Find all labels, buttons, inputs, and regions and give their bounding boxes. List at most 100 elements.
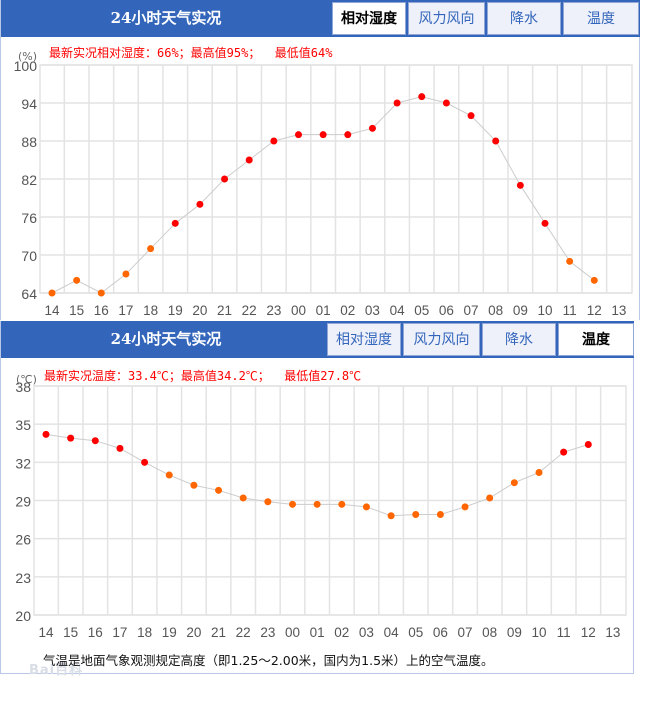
data-point[interactable] bbox=[566, 257, 574, 265]
data-point[interactable] bbox=[171, 219, 179, 227]
data-point[interactable] bbox=[492, 137, 500, 145]
x-tick-label: 17 bbox=[112, 625, 127, 640]
x-tick-label: 20 bbox=[186, 625, 201, 640]
x-tick-label: 04 bbox=[384, 625, 400, 640]
x-tick-label: 06 bbox=[439, 303, 454, 318]
data-point[interactable] bbox=[516, 181, 524, 189]
y-tick-label: 26 bbox=[15, 532, 31, 548]
data-point[interactable] bbox=[368, 124, 376, 132]
tab-temperature[interactable]: 温度 bbox=[563, 2, 639, 35]
x-tick-label: 02 bbox=[340, 303, 355, 318]
y-tick-label: 38 bbox=[15, 379, 31, 395]
panel-title: 24小时天气实况 bbox=[110, 9, 222, 27]
x-tick-label: 05 bbox=[414, 303, 429, 318]
data-point[interactable] bbox=[221, 175, 229, 183]
y-tick-label: 70 bbox=[21, 248, 37, 264]
data-point[interactable] bbox=[42, 430, 50, 438]
data-point[interactable] bbox=[362, 503, 370, 511]
x-tick-label: 22 bbox=[242, 303, 257, 318]
tab-precipitation[interactable]: 降水 bbox=[487, 2, 561, 35]
latest-observation-text: 最新实况相对湿度：66%；最高值95%； 最低值64% bbox=[49, 46, 333, 60]
tab-humidity[interactable]: 相对湿度 bbox=[327, 323, 401, 356]
data-point[interactable] bbox=[442, 99, 450, 107]
x-tick-label: 12 bbox=[581, 625, 596, 640]
tab-wind[interactable]: 风力风向 bbox=[408, 2, 485, 35]
data-point[interactable] bbox=[122, 270, 130, 278]
data-point[interactable] bbox=[313, 500, 321, 508]
data-point[interactable] bbox=[116, 444, 124, 452]
x-tick-label: 13 bbox=[611, 303, 626, 318]
y-tick-label: 76 bbox=[21, 210, 37, 226]
data-point[interactable] bbox=[165, 471, 173, 479]
tab-bar: 相对湿度 风力风向 降水 温度 bbox=[332, 2, 639, 35]
tab-temperature[interactable]: 温度 bbox=[558, 323, 634, 356]
x-tick-label: 10 bbox=[531, 625, 546, 640]
data-point[interactable] bbox=[560, 448, 568, 456]
data-point[interactable] bbox=[436, 510, 444, 518]
data-point[interactable] bbox=[393, 99, 401, 107]
x-tick-label: 14 bbox=[38, 625, 54, 640]
data-point[interactable] bbox=[486, 494, 494, 502]
data-point[interactable] bbox=[319, 131, 327, 139]
data-point[interactable] bbox=[239, 494, 247, 502]
data-point[interactable] bbox=[584, 441, 592, 449]
x-tick-label: 12 bbox=[587, 303, 602, 318]
x-tick-label: 05 bbox=[408, 625, 423, 640]
data-point[interactable] bbox=[289, 500, 296, 508]
latest-observation-text: 最新实况温度：33.4℃；最高值34.2℃； 最低值27.8℃ bbox=[44, 369, 362, 383]
tab-precipitation[interactable]: 降水 bbox=[482, 323, 556, 356]
data-point[interactable] bbox=[196, 200, 204, 208]
data-point[interactable] bbox=[461, 503, 469, 511]
x-tick-label: 01 bbox=[316, 303, 331, 318]
data-point[interactable] bbox=[91, 437, 99, 445]
data-point[interactable] bbox=[467, 112, 475, 120]
data-point[interactable] bbox=[97, 289, 105, 297]
tab-wind[interactable]: 风力风向 bbox=[403, 323, 480, 356]
x-tick-label: 08 bbox=[482, 625, 497, 640]
x-tick-label: 04 bbox=[390, 303, 406, 318]
x-tick-label: 02 bbox=[334, 625, 349, 640]
x-tick-label: 03 bbox=[359, 625, 374, 640]
data-point[interactable] bbox=[190, 481, 198, 489]
data-point[interactable] bbox=[264, 498, 272, 506]
data-point[interactable] bbox=[590, 276, 598, 284]
x-tick-label: 13 bbox=[605, 625, 620, 640]
data-point[interactable] bbox=[67, 434, 75, 442]
data-point[interactable] bbox=[338, 500, 346, 508]
y-tick-label: 29 bbox=[15, 494, 31, 510]
x-tick-label: 09 bbox=[507, 625, 522, 640]
x-tick-label: 15 bbox=[69, 303, 84, 318]
data-point[interactable] bbox=[73, 276, 81, 284]
x-tick-label: 11 bbox=[557, 625, 571, 640]
x-tick-label: 23 bbox=[266, 303, 281, 318]
data-point[interactable] bbox=[295, 131, 302, 139]
humidity-panel: 24小时天气实况 相对湿度 风力风向 降水 温度 最新实况相对湿度：66%；最高… bbox=[0, 0, 640, 320]
temperature-panel: 24小时天气实况 相对湿度 风力风向 降水 温度 最新实况温度：33.4℃；最高… bbox=[0, 321, 634, 678]
tab-humidity[interactable]: 相对湿度 bbox=[332, 2, 406, 35]
data-point[interactable] bbox=[541, 219, 549, 227]
x-tick-label: 21 bbox=[211, 625, 226, 640]
data-point[interactable] bbox=[412, 510, 420, 518]
data-point[interactable] bbox=[344, 131, 352, 139]
data-point[interactable] bbox=[245, 156, 253, 164]
data-point[interactable] bbox=[535, 469, 543, 477]
data-point[interactable] bbox=[147, 245, 155, 253]
caption-text: 气温是地面气象观测规定高度（即1.25～2.00米，国内为1.5米）上的空气温度… bbox=[43, 653, 494, 668]
y-tick-label: 94 bbox=[21, 96, 37, 112]
x-tick-label: 00 bbox=[285, 625, 300, 640]
y-tick-label: 32 bbox=[15, 455, 31, 471]
x-tick-label: 08 bbox=[488, 303, 503, 318]
data-point[interactable] bbox=[510, 479, 518, 487]
data-point[interactable] bbox=[418, 93, 426, 101]
x-tick-label: 23 bbox=[260, 625, 275, 640]
data-point[interactable] bbox=[387, 512, 395, 520]
data-point[interactable] bbox=[48, 289, 56, 297]
x-tick-label: 19 bbox=[168, 303, 183, 318]
x-tick-label: 19 bbox=[162, 625, 177, 640]
data-point[interactable] bbox=[141, 458, 149, 466]
data-point[interactable] bbox=[215, 486, 223, 494]
panel-header: 24小时天气实况 相对湿度 风力风向 降水 温度 bbox=[1, 321, 634, 358]
x-tick-label: 21 bbox=[217, 303, 232, 318]
data-point[interactable] bbox=[270, 137, 278, 145]
x-tick-label: 07 bbox=[464, 303, 479, 318]
